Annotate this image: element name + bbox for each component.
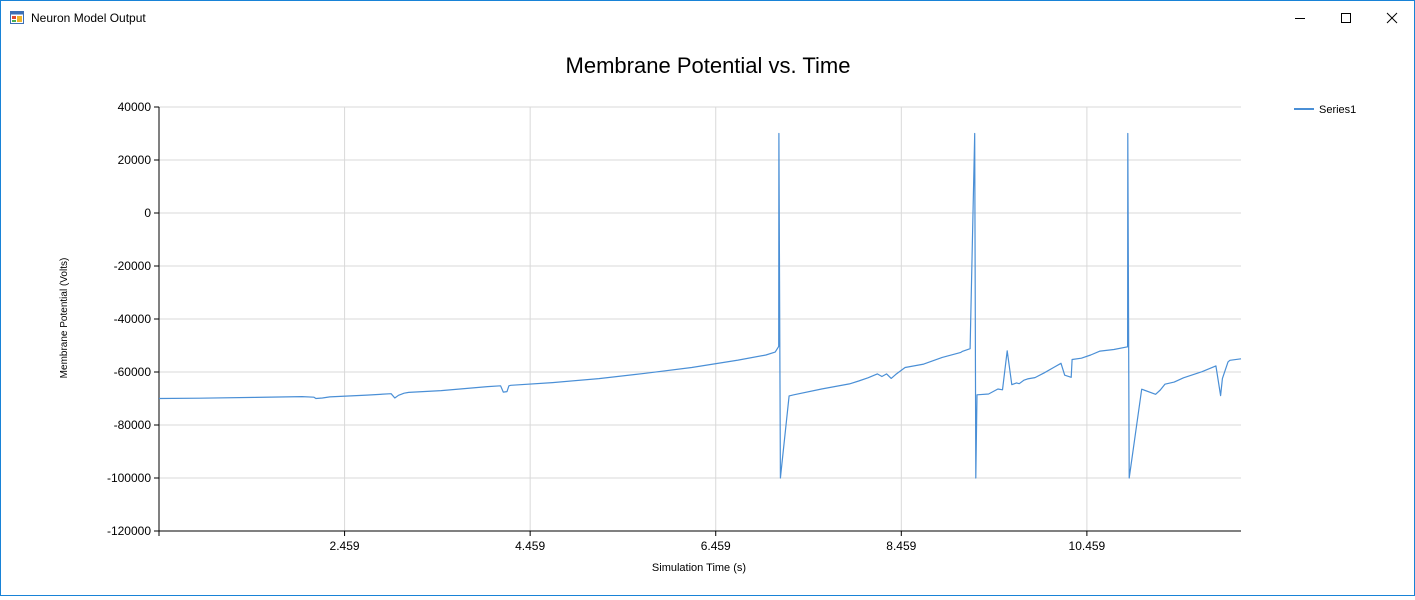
maximize-icon: [1341, 13, 1351, 23]
x-tick-label: 8.459: [886, 539, 916, 553]
x-tick-label: 4.459: [515, 539, 545, 553]
y-tick-label: -80000: [114, 418, 152, 432]
y-axis-label: Membrane Potential (Volts): [59, 258, 70, 379]
y-tick-label: 0: [144, 206, 151, 220]
y-tick-label: -120000: [107, 524, 151, 538]
y-tick-label: 20000: [118, 153, 152, 167]
chart-title: Membrane Potential vs. Time: [566, 53, 851, 78]
minimize-icon: [1295, 18, 1305, 19]
title-bar[interactable]: Neuron Model Output: [1, 1, 1414, 35]
app-form-icon: [10, 11, 24, 24]
x-tick-label: 6.459: [701, 539, 731, 553]
legend-series-label: Series1: [1319, 104, 1356, 116]
x-tick-label: 10.459: [1069, 539, 1106, 553]
y-tick-label: -100000: [107, 471, 151, 485]
maximize-button[interactable]: [1323, 1, 1369, 35]
y-tick-label: -40000: [114, 312, 152, 326]
minimize-button[interactable]: [1277, 1, 1323, 35]
close-button[interactable]: [1369, 1, 1415, 35]
y-tick-label: 40000: [118, 100, 152, 114]
series-layer: [158, 132, 1242, 479]
membrane-potential-chart: 40000 20000 0 -20000 -40000 -60000 -80000 -1000…: [59, 53, 1356, 574]
x-axis-label: Simulation Time (s): [652, 562, 746, 574]
close-icon: [1386, 12, 1398, 24]
x-tick-label: 2.459: [330, 539, 360, 553]
window-title: Neuron Model Output: [31, 11, 146, 25]
axes: 40000 20000 0 -20000 -40000 -60000 -80000 -1000…: [107, 100, 1241, 553]
series-line-1: [158, 132, 1242, 479]
y-tick-label: -60000: [114, 365, 152, 379]
chart-container: 40000 20000 0 -20000 -40000 -60000 -80000 -1000…: [1, 35, 1414, 595]
y-tick-label: -20000: [114, 259, 152, 273]
grid-lines: [159, 106, 1241, 532]
legend: Series1: [1294, 104, 1356, 116]
